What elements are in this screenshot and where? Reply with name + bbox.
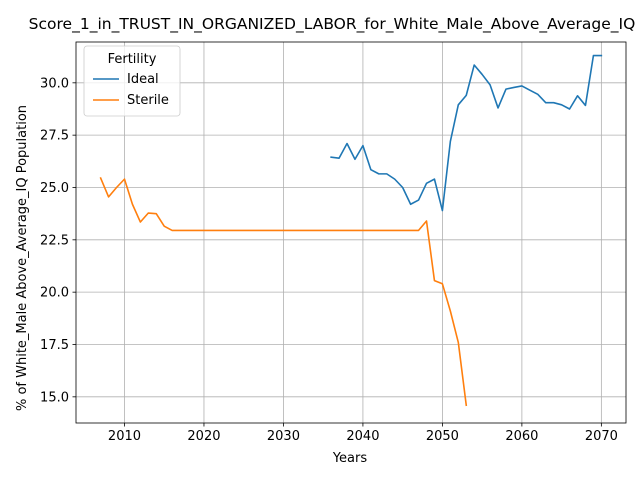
chart-title: Score_1_in_TRUST_IN_ORGANIZED_LABOR_for_… — [29, 15, 636, 34]
x-tick-label: 2060 — [505, 429, 538, 444]
x-tick-label: 2070 — [585, 429, 618, 444]
y-tick-label: 27.5 — [40, 129, 69, 144]
series-lines — [99, 54, 603, 407]
x-tick-label: 2010 — [108, 429, 141, 444]
x-tick-label: 2030 — [267, 429, 300, 444]
x-tick-label: 2020 — [187, 429, 220, 444]
y-tick-label: 22.5 — [40, 233, 69, 248]
series-line-sterile — [99, 177, 468, 407]
x-axis-ticks: 2010 2020 2030 2040 2050 2060 2070 — [108, 423, 618, 444]
x-tick-label: 2050 — [426, 429, 459, 444]
series-line-ideal — [330, 54, 603, 212]
x-tick-label: 2040 — [346, 429, 379, 444]
legend-title: Fertility — [108, 52, 157, 67]
legend-box — [83, 45, 181, 117]
legend-label-sterile: Sterile — [127, 93, 169, 108]
x-axis-label: Years — [332, 451, 368, 466]
y-axis-label: % of White_Male Above_Average_IQ Populat… — [15, 105, 30, 411]
legend-label-ideal: Ideal — [127, 72, 159, 87]
legend: Fertility Ideal Sterile — [83, 45, 181, 117]
plot-frame — [75, 41, 627, 424]
grid — [76, 42, 626, 423]
y-tick-label: 30.0 — [40, 76, 69, 91]
y-tick-label: 17.5 — [40, 338, 69, 353]
y-axis-ticks: 15.0 17.5 20.0 22.5 25.0 27.5 30.0 — [40, 76, 76, 405]
y-tick-label: 25.0 — [40, 181, 69, 196]
y-tick-label: 15.0 — [40, 390, 69, 405]
y-tick-label: 20.0 — [40, 286, 69, 301]
